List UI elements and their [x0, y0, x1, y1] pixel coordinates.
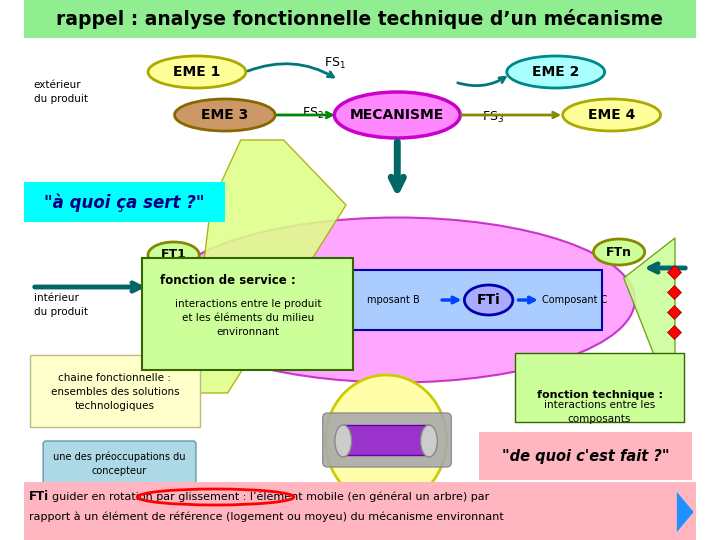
- FancyBboxPatch shape: [24, 0, 696, 38]
- Ellipse shape: [420, 425, 437, 457]
- Text: "de quoi c'est fait ?": "de quoi c'est fait ?": [502, 449, 670, 464]
- Polygon shape: [188, 140, 346, 393]
- Circle shape: [325, 375, 446, 505]
- Text: une des préoccupations du
concepteur: une des préoccupations du concepteur: [53, 452, 186, 476]
- Ellipse shape: [334, 92, 460, 138]
- Ellipse shape: [563, 99, 660, 131]
- Text: intérieur
du produit: intérieur du produit: [34, 293, 88, 317]
- Text: chaine fonctionnelle :
ensembles des solutions
technologiques: chaine fonctionnelle : ensembles des sol…: [50, 373, 179, 411]
- Text: rappel : analyse fonctionnelle technique d’un mécanisme: rappel : analyse fonctionnelle technique…: [56, 9, 664, 29]
- Text: rapport à un élément de référence (logement ou moyeu) du mécanisme environnant: rapport à un élément de référence (logem…: [29, 512, 504, 522]
- Text: FS$_3$: FS$_3$: [482, 110, 504, 125]
- Text: MECANISME: MECANISME: [350, 108, 444, 122]
- Text: fonction technique :: fonction technique :: [536, 390, 662, 400]
- Text: FTn: FTn: [606, 246, 632, 259]
- Ellipse shape: [507, 56, 605, 88]
- Ellipse shape: [464, 285, 513, 315]
- Text: EME 1: EME 1: [174, 65, 220, 79]
- Ellipse shape: [148, 242, 199, 268]
- Polygon shape: [677, 492, 693, 532]
- Text: FTi: FTi: [29, 490, 49, 503]
- Text: EME 4: EME 4: [588, 108, 635, 122]
- FancyBboxPatch shape: [343, 425, 429, 455]
- Text: extérieur
du produit: extérieur du produit: [34, 80, 88, 104]
- Text: FTi: FTi: [477, 293, 500, 307]
- FancyBboxPatch shape: [323, 413, 451, 467]
- Ellipse shape: [160, 218, 635, 382]
- Text: "à quoi ça sert ?": "à quoi ça sert ?": [44, 194, 204, 212]
- Ellipse shape: [335, 425, 351, 457]
- FancyBboxPatch shape: [24, 482, 696, 540]
- Text: FS$_2$: FS$_2$: [302, 105, 324, 120]
- Text: fonction de service :: fonction de service :: [160, 273, 295, 287]
- FancyBboxPatch shape: [480, 432, 692, 480]
- FancyBboxPatch shape: [43, 441, 196, 485]
- Text: interactions entre les
composants: interactions entre les composants: [544, 400, 655, 424]
- Text: EME 3: EME 3: [202, 108, 248, 122]
- FancyBboxPatch shape: [515, 353, 684, 422]
- Polygon shape: [624, 238, 675, 408]
- FancyBboxPatch shape: [313, 270, 603, 330]
- Ellipse shape: [593, 239, 644, 265]
- FancyBboxPatch shape: [24, 182, 225, 222]
- Text: FS$_1$: FS$_1$: [324, 56, 346, 71]
- FancyBboxPatch shape: [142, 258, 353, 370]
- Text: mposant B: mposant B: [367, 295, 420, 305]
- Ellipse shape: [148, 56, 246, 88]
- Ellipse shape: [174, 99, 275, 131]
- Text: EME 2: EME 2: [532, 65, 580, 79]
- Text: Composant C: Composant C: [541, 295, 607, 305]
- Text: interactions entre le produit
et les éléments du milieu
environnant: interactions entre le produit et les élé…: [175, 299, 321, 337]
- Text: FT1: FT1: [161, 248, 186, 261]
- FancyBboxPatch shape: [30, 355, 199, 427]
- Text: guider en rotation par glissement : l’élément mobile (en général un arbre) par: guider en rotation par glissement : l’él…: [53, 492, 490, 502]
